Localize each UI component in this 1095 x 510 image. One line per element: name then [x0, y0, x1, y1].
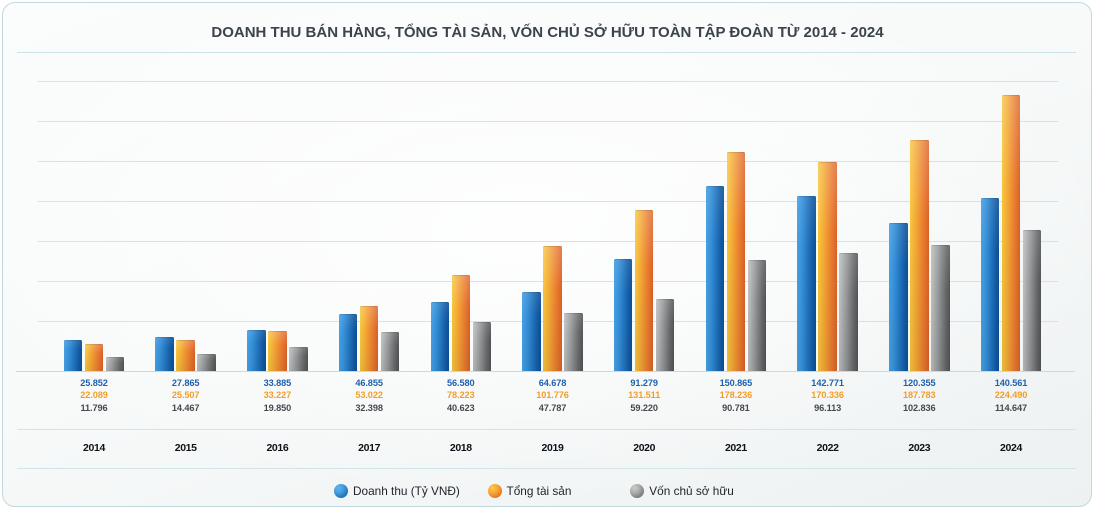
- bar-orange-2016: [268, 330, 287, 372]
- value-label-blue-2020: 91.279: [630, 378, 658, 389]
- bar-blue-2019: [522, 291, 541, 372]
- bar-gray-2018: [472, 321, 492, 372]
- value-label-blue-2016: 33.885: [263, 378, 292, 389]
- bar-blue-2014: [63, 339, 83, 372]
- bar-orange-2014: [84, 344, 104, 372]
- value-label-blue-2019: 64.678: [538, 378, 567, 389]
- title-divider: [17, 52, 1076, 53]
- value-label-blue-2021: 150.865: [719, 378, 753, 389]
- legend-dot-blue: [334, 484, 348, 498]
- value-label-orange-2021: 178.236: [719, 390, 753, 400]
- bar-gray-2020: [655, 298, 675, 372]
- bar-gray-2022: [839, 253, 858, 372]
- value-label-gray-2024: 114.647: [994, 403, 1028, 414]
- value-label-blue-2024: 140.561: [994, 378, 1028, 389]
- legend-item-orange: Tổng tài sản: [487, 484, 572, 498]
- value-label-blue-2018: 56.580: [447, 378, 475, 389]
- value-label-orange-2015: 25.507: [171, 390, 200, 400]
- year-label-2021: 2021: [724, 442, 747, 454]
- bar-gray-2024: [1022, 230, 1042, 372]
- legend-label-blue: Doanh thu (Tỷ VNĐ): [353, 484, 460, 498]
- gridline: [38, 200, 1058, 202]
- year-label-2022: 2022: [816, 442, 839, 454]
- value-label-orange-2017: 53.022: [355, 390, 383, 400]
- value-label-blue-2015: 27.865: [171, 378, 200, 389]
- value-label-gray-2014: 11.796: [80, 403, 108, 414]
- bar-blue-2024: [980, 198, 1000, 372]
- year-label-2014: 2014: [83, 442, 105, 454]
- divider-below-years: [17, 468, 1076, 469]
- bar-gray-2021: [747, 259, 767, 372]
- year-label-2015: 2015: [174, 442, 197, 454]
- bar-blue-2016: [247, 329, 266, 372]
- legend-item-blue: Doanh thu (Tỷ VNĐ): [334, 484, 460, 498]
- bar-gray-2015: [197, 353, 216, 372]
- legend-dot-gray: [630, 484, 645, 498]
- value-label-orange-2023: 187.783: [903, 390, 936, 400]
- value-label-orange-2014: 22.089: [80, 390, 108, 400]
- bar-orange-2019: [543, 246, 562, 372]
- value-label-orange-2020: 131.511: [628, 390, 661, 400]
- bar-blue-2021: [705, 185, 725, 372]
- bar-gray-2014: [105, 357, 125, 372]
- bar-orange-2017: [359, 306, 379, 372]
- bar-blue-2015: [155, 337, 174, 372]
- bar-blue-2020: [613, 259, 633, 372]
- value-label-gray-2021: 90.781: [722, 403, 750, 414]
- bar-blue-2022: [797, 195, 816, 372]
- value-label-blue-2023: 120.355: [903, 378, 936, 389]
- bar-orange-2015: [176, 340, 195, 372]
- bar-blue-2018: [430, 301, 450, 372]
- value-label-gray-2019: 47.787: [538, 403, 567, 414]
- legend-item-gray: Vốn chủ sở hữu: [630, 484, 734, 498]
- bar-orange-2020: [634, 209, 654, 372]
- bar-orange-2023: [910, 140, 929, 372]
- value-label-blue-2022: 142.771: [811, 378, 844, 389]
- bar-gray-2019: [564, 312, 583, 372]
- year-label-2019: 2019: [541, 442, 564, 454]
- value-label-blue-2017: 46.855: [355, 378, 383, 389]
- value-label-orange-2022: 170.336: [811, 390, 844, 400]
- value-label-orange-2024: 224.490: [994, 390, 1028, 400]
- value-label-orange-2018: 78.223: [447, 390, 475, 400]
- bar-blue-2017: [338, 313, 358, 372]
- value-label-orange-2019: 101.776: [536, 390, 569, 400]
- year-label-2023: 2023: [908, 442, 931, 454]
- value-label-gray-2023: 102.836: [903, 403, 936, 414]
- value-label-gray-2020: 59.220: [630, 403, 658, 414]
- bar-orange-2021: [726, 152, 746, 372]
- year-label-2017: 2017: [358, 442, 381, 454]
- value-label-gray-2022: 96.113: [814, 403, 842, 414]
- bar-orange-2018: [451, 275, 471, 372]
- year-label-2020: 2020: [633, 442, 656, 454]
- year-label-2018: 2018: [449, 442, 472, 454]
- gridline: [38, 120, 1058, 122]
- legend-label-orange: Tổng tài sản: [506, 484, 572, 498]
- bar-blue-2023: [889, 223, 908, 372]
- bar-orange-2022: [818, 161, 837, 372]
- bar-orange-2024: [1001, 95, 1021, 372]
- x-axis-line: [16, 371, 1075, 372]
- value-label-blue-2014: 25.852: [80, 378, 108, 389]
- chart-title: DOANH THU BÁN HÀNG, TỔNG TÀI SẢN, VỐN CH…: [211, 24, 884, 41]
- value-label-gray-2015: 14.467: [171, 403, 200, 414]
- year-label-2016: 2016: [266, 442, 289, 454]
- value-label-gray-2016: 19.850: [263, 403, 292, 414]
- value-label-orange-2016: 33.227: [263, 390, 292, 400]
- year-label-2024: 2024: [1000, 442, 1022, 454]
- legend-dot-orange: [487, 484, 502, 498]
- bar-gray-2017: [380, 331, 400, 372]
- bar-gray-2016: [289, 347, 308, 372]
- bar-gray-2023: [931, 244, 950, 372]
- gridline: [38, 160, 1058, 162]
- divider-above-years: [17, 429, 1076, 430]
- gridline: [38, 80, 1058, 82]
- value-label-gray-2017: 32.398: [355, 403, 383, 414]
- gridline: [38, 240, 1058, 242]
- value-label-gray-2018: 40.623: [447, 403, 475, 414]
- legend-label-gray: Vốn chủ sở hữu: [649, 484, 734, 498]
